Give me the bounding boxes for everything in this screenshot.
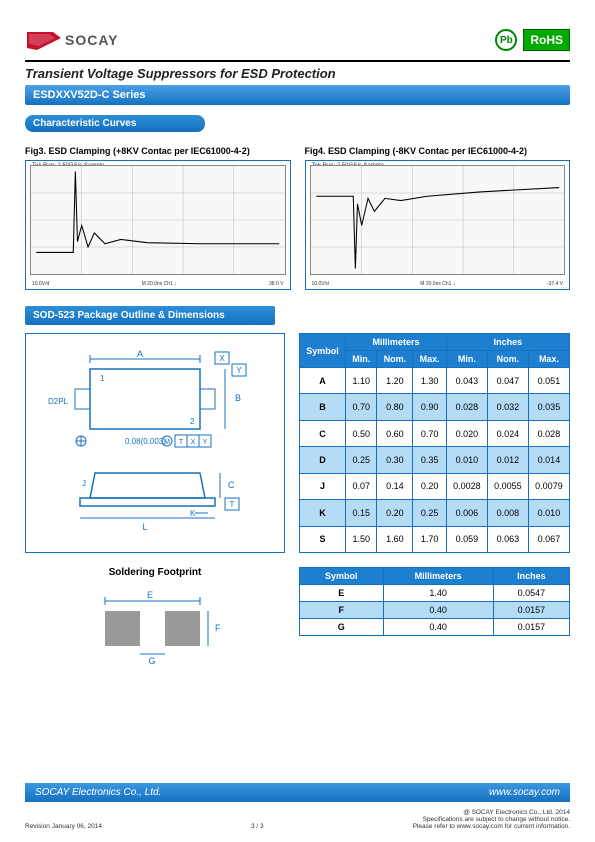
svg-text:L: L bbox=[142, 522, 147, 532]
fig4-column: Fig4. ESD Clamping (-8KV Contac per IEC6… bbox=[305, 146, 571, 290]
page-header: SOCAY Pb RoHS bbox=[25, 20, 570, 60]
svg-text:1: 1 bbox=[100, 374, 105, 383]
footer-url: www.socay.com bbox=[489, 787, 560, 798]
pb-free-badge: Pb bbox=[495, 29, 517, 51]
footer-copy1: @ SOCAY Electronics Co., Ltd. 2014 bbox=[413, 809, 570, 816]
svg-text:F: F bbox=[215, 623, 221, 633]
fig4-bm: M 20.0ns Ch1 ↓ bbox=[420, 281, 455, 287]
section-curves: Characteristic Curves bbox=[25, 115, 205, 132]
footer-bar: SOCAY Electronics Co., Ltd. www.socay.co… bbox=[25, 783, 570, 802]
table-row: G0.400.0157 bbox=[300, 619, 570, 636]
package-row: A X Y 1 2 B D2PL 0.08(0.003) M T X Y J bbox=[25, 333, 570, 553]
fp-th-symbol: Symbol bbox=[300, 568, 384, 585]
svg-text:D2PL: D2PL bbox=[48, 397, 69, 406]
figures-row: Fig3. ESD Clamping (+8KV Contac per IEC6… bbox=[25, 146, 570, 290]
section-package: SOD-523 Package Outline & Dimensions bbox=[25, 306, 275, 325]
page-title: Transient Voltage Suppressors for ESD Pr… bbox=[25, 60, 570, 85]
table-row: D0.250.300.350.0100.0120.014 bbox=[300, 447, 570, 473]
svg-text:Y: Y bbox=[236, 366, 242, 375]
svg-text:T: T bbox=[179, 439, 184, 446]
footprint-title: Soldering Footprint bbox=[25, 567, 285, 578]
table-row: K0.150.200.250.0060.0080.010 bbox=[300, 500, 570, 526]
logo-arrow-icon bbox=[25, 28, 61, 52]
fig3-bl: 10.0V/d bbox=[32, 281, 49, 287]
th-symbol: Symbol bbox=[300, 334, 346, 368]
svg-text:Y: Y bbox=[203, 439, 208, 446]
svg-text:B: B bbox=[235, 393, 241, 403]
svg-text:G: G bbox=[148, 656, 155, 666]
table-row: E1.400.0547 bbox=[300, 585, 570, 602]
footer-meta: Revision January 06, 2014 3 / 3 @ SOCAY … bbox=[25, 809, 570, 830]
svg-text:X: X bbox=[191, 439, 196, 446]
footprint-row: Soldering Footprint E F G Symbol Millime… bbox=[25, 567, 570, 666]
table-row: C0.500.600.700.0200.0240.028 bbox=[300, 420, 570, 446]
fp-th-in: Inches bbox=[493, 568, 569, 585]
company-logo: SOCAY bbox=[25, 28, 119, 52]
footprint-diagram-box: Soldering Footprint E F G bbox=[25, 567, 285, 666]
table-row: S1.501.601.700.0590.0630.067 bbox=[300, 526, 570, 552]
svg-text:A: A bbox=[137, 349, 143, 359]
dimension-table: Symbol Millimeters Inches Min. Nom. Max.… bbox=[299, 333, 570, 553]
footer-copy2: Specifications are subject to change wit… bbox=[413, 816, 570, 823]
fig4-scope: Tek Run: 2.50GS/s Sample 10.0V/d M 20.0n… bbox=[305, 160, 571, 290]
pkg-top-view: A X Y 1 2 B D2PL 0.08(0.003) M T X Y bbox=[40, 349, 270, 449]
table-row: F0.400.0157 bbox=[300, 602, 570, 619]
fp-th-mm: Millimeters bbox=[383, 568, 493, 585]
svg-text:E: E bbox=[147, 590, 153, 600]
footprint-table: Symbol Millimeters Inches E1.400.0547F0.… bbox=[299, 567, 570, 636]
footprint-svg: E F G bbox=[75, 586, 235, 666]
svg-text:X: X bbox=[219, 354, 225, 363]
package-outline-diagram: A X Y 1 2 B D2PL 0.08(0.003) M T X Y J bbox=[25, 333, 285, 553]
fig3-scope: Tek Run: 2.50GS/s Sample 10.0V/d M 20.0n… bbox=[25, 160, 291, 290]
compliance-badges: Pb RoHS bbox=[495, 29, 570, 51]
footer-revision: Revision January 06, 2014 bbox=[25, 823, 102, 830]
table-row: J0.070.140.200.00280.00550.0079 bbox=[300, 473, 570, 499]
fig3-column: Fig3. ESD Clamping (+8KV Contac per IEC6… bbox=[25, 146, 291, 290]
fig4-title: Fig4. ESD Clamping (-8KV Contac per IEC6… bbox=[305, 146, 571, 156]
fig4-bl: 10.0V/d bbox=[312, 281, 329, 287]
th-in: Inches bbox=[446, 334, 569, 351]
svg-text:2: 2 bbox=[190, 417, 195, 426]
svg-text:K: K bbox=[190, 509, 196, 518]
fig4-br: -37.4 V bbox=[547, 281, 563, 287]
footer-page: 3 / 3 bbox=[251, 823, 264, 830]
fig3-title: Fig3. ESD Clamping (+8KV Contac per IEC6… bbox=[25, 146, 291, 156]
footer-company: SOCAY Electronics Co., Ltd. bbox=[35, 787, 161, 798]
footer-copy3: Please refer to www.socay.com for curren… bbox=[413, 823, 570, 830]
pkg-side-view: J L K T C bbox=[40, 458, 270, 538]
table-row: A1.101.201.300.0430.0470.051 bbox=[300, 368, 570, 394]
series-bar: ESDXXV52D-C Series bbox=[25, 85, 570, 105]
svg-text:0.08(0.003): 0.08(0.003) bbox=[125, 437, 166, 446]
svg-text:J: J bbox=[82, 479, 86, 488]
company-name: SOCAY bbox=[65, 32, 119, 48]
svg-text:C: C bbox=[228, 480, 235, 490]
th-mm: Millimeters bbox=[346, 334, 447, 351]
table-row: B0.700.800.900.0280.0320.035 bbox=[300, 394, 570, 420]
svg-text:T: T bbox=[230, 500, 235, 509]
fig3-br: 38.0 V bbox=[269, 281, 283, 287]
rohs-badge: RoHS bbox=[523, 29, 570, 51]
fig3-bm: M 20.0ns Ch1 ↓ bbox=[142, 281, 177, 287]
svg-text:M: M bbox=[164, 439, 170, 446]
